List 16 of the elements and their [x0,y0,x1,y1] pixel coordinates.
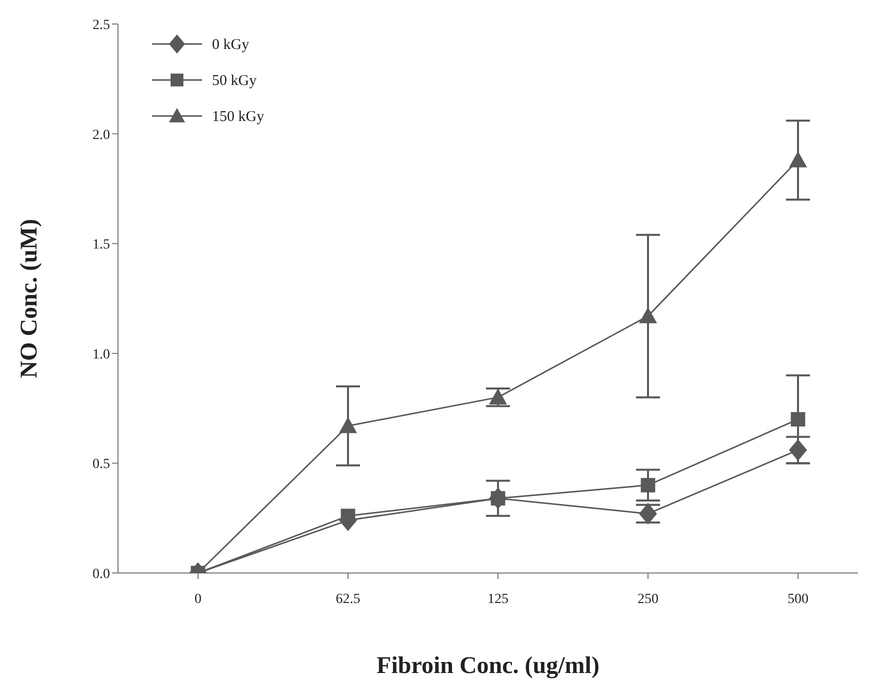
legend-label: 0 kGy [212,37,250,53]
y-tick-label: 2.0 [92,128,110,143]
y-axis-title: NO Conc. (uM) [16,218,43,378]
y-tick-label: 2.5 [92,18,110,33]
x-tick-label: 125 [488,592,508,607]
x-tick-label: 250 [638,592,658,607]
y-tick-label: 1.5 [92,238,110,253]
y-tick-label: 0.5 [92,457,110,472]
x-tick-label: 500 [788,592,808,607]
legend-label: 150 kGy [212,109,265,125]
x-tick-label: 0 [194,592,202,607]
x-tick-label: 62.5 [336,592,360,607]
legend-label: 50 kGy [212,73,258,89]
y-tick-label: 0.0 [92,566,110,582]
x-axis-title: Fibroin Conc. (ug/ml) [376,653,600,679]
y-tick-label: 1.0 [92,347,110,362]
